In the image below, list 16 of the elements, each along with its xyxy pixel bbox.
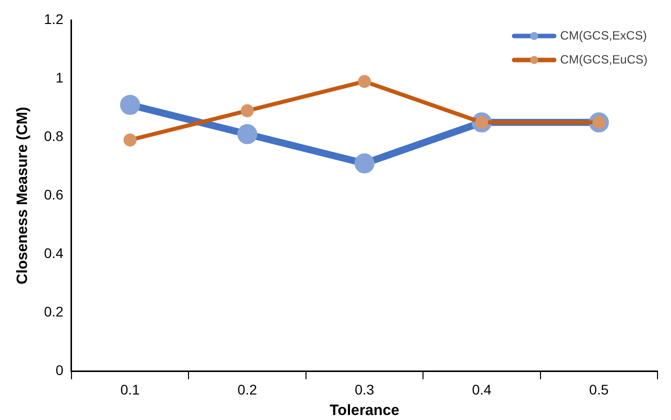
y-tick-label: 1.2	[44, 10, 64, 27]
legend-label: CM(GCS,ExCS)	[560, 28, 647, 42]
legend-label: CM(GCS,EuCS)	[560, 52, 648, 66]
x-axis-title: Tolerance	[330, 402, 400, 420]
x-tick-label: 0.2	[238, 381, 258, 398]
x-tick-label: 0.3	[354, 381, 374, 398]
y-tick-label: 0.4	[44, 244, 64, 261]
y-tick-label: 0.8	[44, 128, 64, 144]
y-tick-label: 0	[56, 362, 64, 378]
x-tick-label: 0.4	[472, 381, 492, 398]
x-tick-label: 0.5	[589, 381, 609, 398]
y-tick-label: 0.2	[44, 304, 64, 320]
x-tick-label: 0.1	[120, 381, 140, 398]
y-axis-title: Closeness Measure (CM)	[14, 106, 32, 284]
y-tick-label: 1	[56, 69, 64, 86]
y-tick-label: 0.6	[44, 186, 64, 202]
